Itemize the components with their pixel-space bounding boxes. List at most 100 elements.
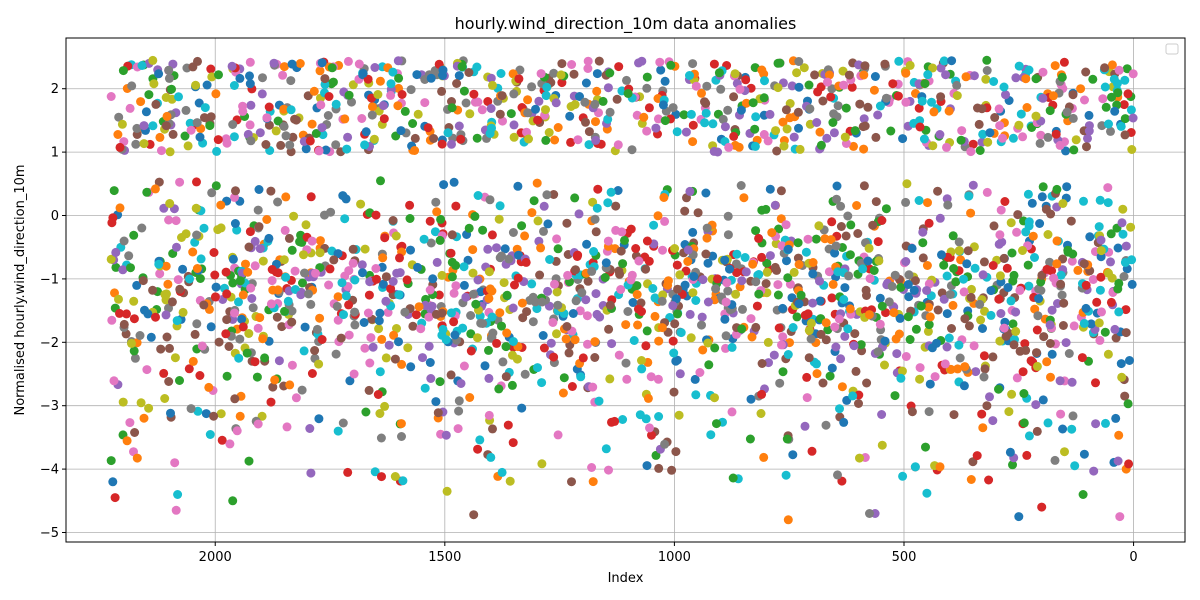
data-point xyxy=(281,131,291,141)
data-point xyxy=(486,452,496,462)
data-point xyxy=(732,249,742,259)
y-tick-label: 2 xyxy=(51,82,59,97)
data-point xyxy=(553,300,563,310)
x-axis: 2000 1500 1000 500 0 xyxy=(199,542,1138,565)
data-point xyxy=(487,312,497,322)
data-point xyxy=(1120,391,1130,401)
data-point xyxy=(146,332,156,342)
data-point xyxy=(1034,284,1044,294)
data-point xyxy=(472,62,482,72)
data-point xyxy=(320,74,330,84)
data-point xyxy=(207,188,217,198)
data-point xyxy=(254,222,264,232)
data-point xyxy=(315,236,325,246)
data-point xyxy=(598,96,608,106)
data-point xyxy=(296,290,306,300)
data-point xyxy=(587,463,597,472)
data-point xyxy=(898,134,908,144)
data-point xyxy=(966,147,976,157)
data-point xyxy=(904,270,914,280)
data-point xyxy=(278,70,288,80)
data-point xyxy=(590,214,600,224)
data-point xyxy=(144,90,154,100)
data-point xyxy=(601,258,611,268)
data-point xyxy=(606,187,616,197)
data-point xyxy=(803,234,813,244)
data-point xyxy=(996,205,1006,215)
data-point xyxy=(1023,260,1033,270)
data-point xyxy=(142,187,152,197)
data-point xyxy=(629,336,639,345)
plot-frame xyxy=(65,37,1186,543)
data-point xyxy=(1028,231,1038,241)
data-point xyxy=(802,372,812,382)
data-point xyxy=(723,105,733,115)
data-point xyxy=(660,216,670,226)
data-point xyxy=(914,196,924,205)
data-point xyxy=(901,68,911,78)
data-point xyxy=(181,105,191,115)
data-point xyxy=(757,359,767,368)
data-point xyxy=(859,70,869,80)
data-point xyxy=(1069,145,1079,155)
data-point xyxy=(126,263,135,273)
data-point xyxy=(807,446,817,456)
data-point xyxy=(246,136,256,146)
data-point xyxy=(1122,64,1132,74)
data-point xyxy=(873,347,883,357)
data-point xyxy=(527,208,537,218)
data-point xyxy=(119,236,129,246)
data-point xyxy=(307,119,317,129)
data-point xyxy=(980,364,990,374)
data-point xyxy=(828,118,838,127)
data-point xyxy=(354,59,364,69)
data-point xyxy=(393,56,403,66)
data-point xyxy=(824,267,834,277)
data-point xyxy=(960,362,970,372)
data-point xyxy=(858,264,868,274)
data-point xyxy=(191,203,201,213)
data-point xyxy=(371,210,381,220)
data-point xyxy=(289,211,299,221)
data-point xyxy=(295,59,305,68)
data-point xyxy=(454,396,464,406)
data-point xyxy=(646,372,656,382)
data-point xyxy=(510,280,519,290)
data-point xyxy=(424,312,434,322)
data-point xyxy=(1052,259,1062,269)
data-point xyxy=(603,83,613,93)
data-point xyxy=(452,79,462,88)
data-point xyxy=(520,231,530,241)
data-point xyxy=(1117,218,1127,228)
data-point xyxy=(230,192,239,202)
data-point xyxy=(702,223,712,233)
data-point xyxy=(564,348,574,358)
data-point xyxy=(891,334,901,344)
data-point xyxy=(287,317,297,327)
data-point xyxy=(634,256,644,266)
data-point xyxy=(1011,307,1021,317)
data-point xyxy=(333,315,343,325)
data-point xyxy=(447,103,457,113)
data-point xyxy=(1128,69,1138,79)
data-point xyxy=(466,329,476,339)
data-point xyxy=(923,198,932,208)
data-point xyxy=(783,244,793,254)
data-point xyxy=(570,100,580,109)
data-point xyxy=(1127,279,1137,289)
data-point xyxy=(459,361,469,371)
data-point xyxy=(378,253,388,263)
data-point xyxy=(125,418,135,428)
data-point xyxy=(1049,273,1059,283)
data-point xyxy=(565,111,575,121)
data-point xyxy=(541,105,550,115)
data-point xyxy=(812,369,822,379)
data-point xyxy=(418,353,427,363)
data-point xyxy=(266,397,276,407)
data-point xyxy=(741,75,751,85)
data-point xyxy=(1019,418,1029,428)
data-point xyxy=(644,103,654,113)
data-point xyxy=(118,265,128,275)
data-point xyxy=(115,142,125,152)
data-point xyxy=(191,80,201,90)
